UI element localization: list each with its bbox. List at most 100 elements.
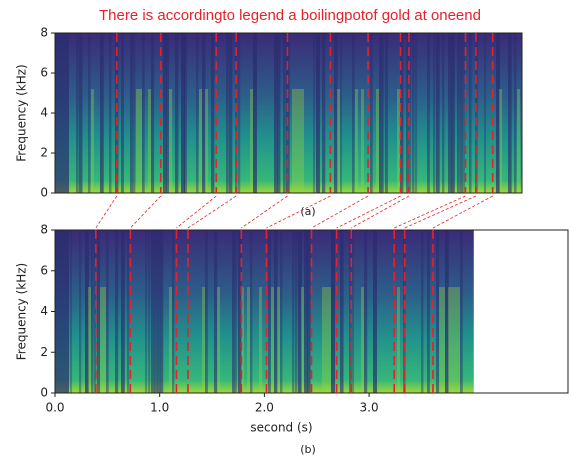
texture <box>355 89 358 193</box>
texture <box>439 287 442 393</box>
texture <box>397 287 400 393</box>
texture <box>457 33 460 193</box>
texture <box>151 230 155 393</box>
texture <box>202 33 206 193</box>
caption: (a) <box>300 205 315 218</box>
alignment-connector <box>241 195 288 229</box>
texture <box>376 89 379 193</box>
texture <box>370 33 373 193</box>
texture <box>517 89 520 193</box>
texture <box>298 89 301 193</box>
texture <box>442 287 445 393</box>
texture <box>148 230 151 393</box>
texture <box>469 33 472 193</box>
texture <box>109 33 112 193</box>
y-tick-label: 4 <box>40 304 48 318</box>
texture <box>307 230 311 393</box>
texture <box>427 230 430 393</box>
texture <box>361 89 364 193</box>
texture <box>295 230 298 393</box>
texture <box>196 33 199 193</box>
texture <box>451 33 455 193</box>
texture <box>436 33 440 193</box>
alignment-connector <box>95 195 118 229</box>
texture <box>442 33 445 193</box>
texture <box>79 33 83 193</box>
texture <box>199 89 202 193</box>
texture <box>151 33 155 193</box>
texture <box>181 33 185 193</box>
texture <box>70 230 73 393</box>
texture <box>292 230 295 393</box>
texture <box>292 89 295 193</box>
texture <box>445 230 449 393</box>
texture <box>250 230 253 393</box>
texture <box>76 33 79 193</box>
texture <box>334 33 338 193</box>
texture <box>241 287 244 393</box>
texture <box>91 230 94 393</box>
texture <box>313 33 316 193</box>
texture <box>277 287 280 393</box>
texture <box>436 230 440 393</box>
texture <box>130 33 134 193</box>
texture <box>235 230 238 393</box>
transcript: There is accordingto legend a boilingpot… <box>99 7 481 24</box>
texture <box>484 33 487 193</box>
x-tick-label: 0.0 <box>45 401 64 415</box>
alignment-connector <box>266 195 331 229</box>
texture <box>232 230 236 393</box>
texture <box>340 33 343 193</box>
texture <box>283 33 286 193</box>
texture <box>229 33 233 193</box>
alignment-connector <box>394 195 466 229</box>
texture <box>157 230 161 393</box>
texture <box>214 230 218 393</box>
texture <box>451 287 454 393</box>
texture <box>316 33 320 193</box>
texture <box>322 287 325 393</box>
texture <box>211 33 215 193</box>
x-tick-label: 3.0 <box>360 401 379 415</box>
texture <box>508 33 512 193</box>
spectrogram-edge <box>55 230 69 393</box>
y-tick-label: 2 <box>40 146 48 160</box>
texture <box>361 287 364 393</box>
texture <box>496 33 501 193</box>
texture <box>460 230 463 393</box>
texture <box>139 89 142 193</box>
texture <box>259 287 262 393</box>
texture <box>415 33 418 193</box>
texture <box>448 33 452 193</box>
x-axis-label: second (s) <box>250 421 312 435</box>
alignment-connector <box>336 195 401 229</box>
texture <box>403 230 406 393</box>
texture <box>145 230 148 393</box>
texture <box>271 287 274 393</box>
spectrogram-image <box>55 230 474 393</box>
y-tick-label: 6 <box>40 66 48 80</box>
texture <box>337 89 340 193</box>
texture <box>280 230 283 393</box>
texture <box>349 230 352 393</box>
texture <box>274 230 278 393</box>
texture <box>364 230 368 393</box>
texture <box>88 287 91 393</box>
texture <box>205 89 208 193</box>
texture <box>409 33 412 193</box>
alignment-connector <box>404 195 477 229</box>
texture <box>184 33 187 193</box>
texture <box>421 230 424 393</box>
texture <box>121 230 125 393</box>
texture <box>238 33 241 193</box>
caption: (b) <box>300 443 316 456</box>
texture <box>463 33 466 193</box>
alignment-connector <box>311 195 369 229</box>
texture <box>460 33 463 193</box>
alignment-connector <box>187 195 237 229</box>
texture <box>385 33 388 193</box>
texture <box>136 89 139 193</box>
texture <box>286 33 290 193</box>
texture <box>448 287 451 393</box>
